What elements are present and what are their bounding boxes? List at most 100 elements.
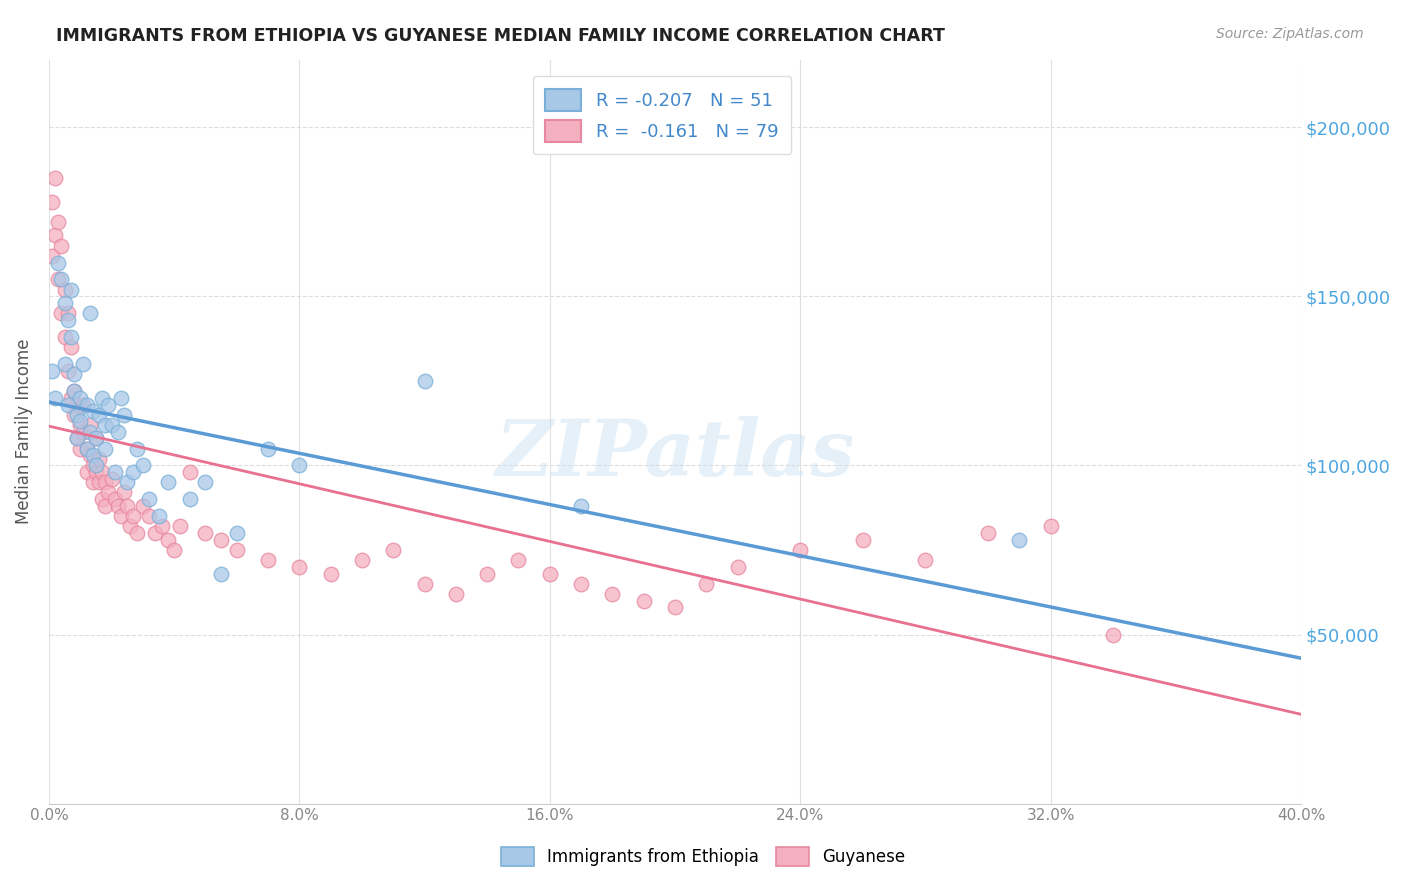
Point (66, 398, 89, 412)
Point (1102, 627, 1125, 641)
Point (477, 566, 499, 581)
Point (150, 519, 173, 533)
Point (94, 475, 117, 490)
Point (112, 485, 135, 500)
Point (82, 448, 104, 462)
Point (100, 417, 122, 432)
Point (115, 499, 138, 513)
Point (56, 306, 79, 320)
Point (156, 533, 179, 547)
Point (79, 448, 101, 462)
Point (69, 391, 91, 405)
Point (82, 475, 104, 490)
Point (48, 255, 70, 269)
Point (257, 553, 280, 567)
Point (115, 475, 138, 490)
Point (1008, 533, 1031, 547)
Point (569, 499, 592, 513)
Point (82, 458, 104, 473)
Y-axis label: Median Family Income: Median Family Income (15, 339, 32, 524)
Point (72, 398, 94, 412)
Point (94, 442, 117, 456)
Point (122, 509, 145, 524)
Point (145, 526, 167, 541)
Point (53, 357, 76, 371)
Point (444, 587, 467, 601)
Point (72, 357, 94, 371)
Point (91, 465, 114, 479)
Point (257, 442, 280, 456)
Point (48, 215, 70, 229)
Point (132, 499, 155, 513)
Point (209, 533, 232, 547)
Point (120, 519, 142, 533)
Point (179, 465, 201, 479)
Point (382, 543, 405, 558)
Point (82, 404, 104, 418)
Point (56, 398, 79, 412)
Point (66, 431, 89, 445)
Point (59, 330, 82, 344)
Point (727, 560, 749, 574)
Point (350, 553, 373, 567)
Point (76, 465, 98, 479)
Point (48, 272, 70, 286)
Point (87, 451, 110, 466)
Point (125, 442, 148, 456)
Text: Source: ZipAtlas.com: Source: ZipAtlas.com (1216, 27, 1364, 41)
Point (53, 283, 76, 297)
Point (100, 472, 122, 486)
Point (66, 431, 89, 445)
Point (44, 228, 66, 243)
Point (87, 475, 110, 490)
Point (97, 398, 120, 412)
Text: ZIPatlas: ZIPatlas (495, 416, 855, 492)
Point (1039, 519, 1062, 533)
Point (602, 587, 624, 601)
Point (41, 194, 63, 209)
Point (110, 391, 132, 405)
Legend: R = -0.207   N = 51, R =  -0.161   N = 79: R = -0.207 N = 51, R = -0.161 N = 79 (533, 76, 792, 154)
Point (91, 492, 114, 507)
Point (56, 364, 79, 378)
Point (84, 431, 107, 445)
Point (288, 458, 311, 473)
Point (72, 425, 94, 439)
Point (76, 398, 98, 412)
Point (59, 391, 82, 405)
Point (53, 330, 76, 344)
Point (97, 485, 120, 500)
Point (44, 171, 66, 186)
Point (63, 384, 86, 398)
Point (56, 313, 79, 327)
Point (107, 425, 129, 439)
Point (169, 519, 191, 533)
Point (59, 340, 82, 354)
Point (79, 306, 101, 320)
Point (122, 465, 145, 479)
Point (76, 442, 98, 456)
Point (156, 475, 179, 490)
Point (413, 374, 436, 388)
Point (194, 526, 217, 541)
Text: IMMIGRANTS FROM ETHIOPIA VS GUYANESE MEDIAN FAMILY INCOME CORRELATION CHART: IMMIGRANTS FROM ETHIOPIA VS GUYANESE MED… (56, 27, 945, 45)
Point (914, 553, 936, 567)
Point (112, 408, 135, 422)
Point (84, 458, 107, 473)
Point (44, 391, 66, 405)
Point (59, 283, 82, 297)
Point (69, 442, 91, 456)
Point (194, 475, 217, 490)
Point (138, 509, 160, 524)
Legend: Immigrants from Ethiopia, Guyanese: Immigrants from Ethiopia, Guyanese (492, 838, 914, 875)
Point (179, 492, 201, 507)
Point (87, 408, 110, 422)
Point (508, 553, 530, 567)
Point (695, 576, 717, 591)
Point (84, 465, 107, 479)
Point (209, 566, 232, 581)
Point (977, 526, 1000, 541)
Point (107, 499, 129, 513)
Point (104, 465, 127, 479)
Point (664, 600, 686, 615)
